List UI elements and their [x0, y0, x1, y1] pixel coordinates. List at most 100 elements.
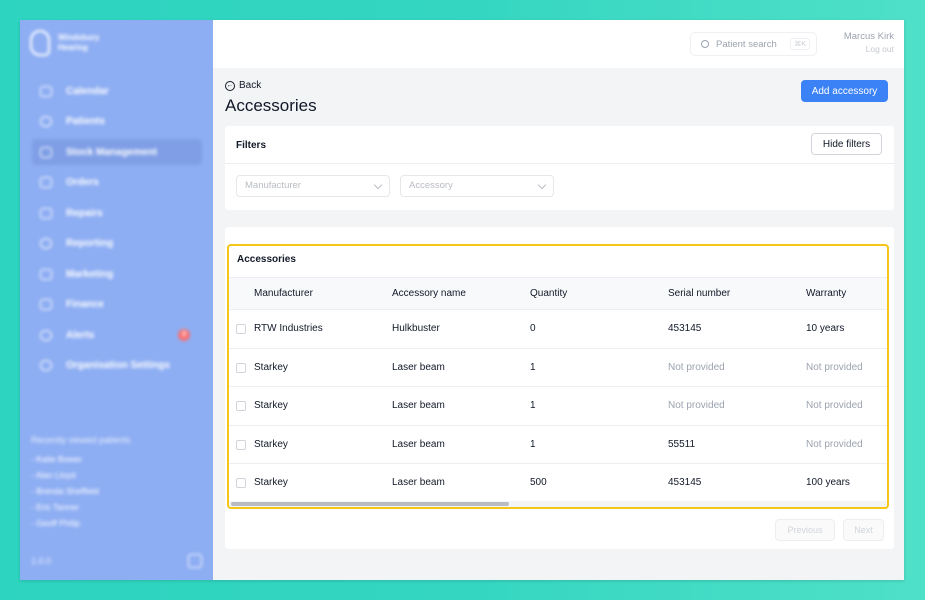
sidebar-item-calendar[interactable]: Calendar — [32, 78, 202, 104]
table-row[interactable]: RTW Industries Hulkbuster 0 453145 10 ye… — [229, 310, 887, 349]
search-placeholder: Patient search — [716, 38, 777, 50]
sidebar-item-stock-management[interactable]: Stock Management — [32, 139, 202, 165]
cell-manufacturer: RTW Industries — [254, 323, 323, 334]
column-header-accessory-name[interactable]: Accessory name — [392, 288, 466, 299]
cell-manufacturer: Starkey — [254, 438, 288, 450]
row-checkbox[interactable] — [236, 401, 246, 411]
gear-icon — [40, 360, 52, 371]
app-version: 1.0.0 — [31, 556, 52, 566]
add-accessory-button[interactable]: Add accessory — [801, 80, 888, 102]
scrollbar-thumb[interactable] — [231, 502, 509, 506]
logo[interactable]: Windsbury Hearing — [30, 30, 99, 56]
cell-warranty: Not provided — [806, 400, 863, 411]
clipboard-icon — [40, 146, 52, 158]
sidebar-item-label: Calendar — [66, 85, 109, 97]
sidebar-item-label: Finance — [66, 299, 104, 310]
cell-manufacturer: Starkey — [254, 361, 288, 373]
sidebar-item-label: Alerts — [66, 329, 95, 341]
cell-accessory-name: Laser beam — [392, 477, 445, 488]
recent-patient-link[interactable]: - Eric Tanner — [31, 502, 80, 512]
recent-patients-title: Recently viewed patients — [31, 435, 131, 445]
accessory-placeholder: Accessory — [409, 180, 453, 191]
table-row[interactable]: Starkey Laser beam 1 Not provided Not pr… — [229, 387, 887, 426]
row-checkbox[interactable] — [236, 324, 246, 334]
cell-quantity: 1 — [530, 361, 536, 373]
cell-serial-number: Not provided — [668, 361, 725, 373]
cell-warranty: 10 years — [806, 323, 845, 334]
next-page-button[interactable]: Next — [843, 519, 884, 541]
column-header-serial-number[interactable]: Serial number — [668, 288, 731, 299]
cell-manufacturer: Starkey — [254, 477, 288, 488]
user-menu: Marcus Kirk Log out — [844, 31, 894, 55]
ear-logo-icon — [30, 30, 50, 56]
column-header-warranty[interactable]: Warranty — [806, 288, 847, 299]
search-shortcut: ⌘K — [790, 38, 810, 50]
pie-chart-icon — [40, 238, 52, 249]
recent-patients: Recently viewed patients - Katie Bower -… — [31, 432, 131, 531]
hide-filters-button[interactable]: Hide filters — [811, 133, 882, 155]
cell-warranty: Not provided — [806, 438, 863, 450]
horizontal-scrollbar[interactable] — [229, 501, 887, 507]
cell-quantity: 1 — [530, 438, 536, 450]
cell-accessory-name: Laser beam — [392, 400, 445, 411]
chevron-down-icon — [537, 180, 547, 190]
back-link[interactable]: ← Back — [225, 80, 261, 91]
patient-search-input[interactable]: Patient search ⌘K — [690, 32, 817, 56]
cell-serial-number: 453145 — [668, 477, 702, 488]
credit-card-icon — [40, 299, 52, 310]
search-icon — [701, 40, 709, 48]
row-checkbox[interactable] — [236, 439, 246, 450]
sidebar-item-patients[interactable]: Patients — [32, 109, 202, 135]
manufacturer-placeholder: Manufacturer — [245, 180, 301, 191]
top-bar: Patient search ⌘K Marcus Kirk Log out — [213, 20, 904, 68]
logout-link[interactable]: Log out — [865, 44, 894, 54]
sidebar-item-label: Marketing — [66, 268, 114, 280]
accessories-table: Accessories Manufacturer Accessory name … — [227, 244, 889, 509]
row-checkbox[interactable] — [236, 478, 246, 488]
bell-icon — [40, 329, 52, 341]
page-title: Accessories — [225, 96, 317, 115]
table-row[interactable]: Starkey Laser beam 1 Not provided Not pr… — [229, 349, 887, 387]
recent-patient-link[interactable]: - Geoff Philip — [31, 518, 80, 528]
column-header-quantity[interactable]: Quantity — [530, 288, 568, 299]
sidebar-item-reporting[interactable]: Reporting — [32, 231, 202, 257]
chevron-down-icon — [373, 180, 383, 190]
sidebar-item-marketing[interactable]: Marketing — [32, 261, 202, 287]
alerts-badge: 3 — [178, 329, 190, 341]
cell-accessory-name: Laser beam — [392, 438, 445, 450]
cell-accessory-name: Laser beam — [392, 361, 445, 373]
manufacturer-select[interactable]: Manufacturer — [236, 175, 390, 197]
cell-quantity: 500 — [530, 477, 547, 488]
sidebar-nav: Calendar Patients Stock Management Order… — [32, 78, 202, 383]
column-header-manufacturer[interactable]: Manufacturer — [254, 288, 313, 299]
accessories-card: Accessories Manufacturer Accessory name … — [225, 227, 894, 549]
cell-quantity: 0 — [530, 323, 536, 334]
recent-patient-link[interactable]: - Alan Lloyd — [31, 470, 76, 480]
table-header: Manufacturer Accessory name Quantity Ser… — [229, 277, 887, 310]
patients-icon — [40, 116, 52, 127]
divider — [225, 163, 894, 164]
cell-serial-number: 453145 — [668, 323, 702, 334]
sidebar-item-organisation-settings[interactable]: Organisation Settings — [32, 353, 202, 379]
user-name: Marcus Kirk — [843, 31, 894, 42]
sidebar: Windsbury Hearing Calendar Patients Stoc… — [20, 20, 213, 580]
recent-patient-link[interactable]: - Brenda Sheffield — [31, 486, 99, 496]
sidebar-item-label: Repairs — [66, 207, 103, 219]
accessory-select[interactable]: Accessory — [400, 175, 554, 197]
cell-manufacturer: Starkey — [254, 400, 288, 411]
orders-icon — [40, 177, 52, 188]
sidebar-item-finance[interactable]: Finance — [32, 292, 202, 318]
cell-quantity: 1 — [530, 400, 536, 411]
sidebar-item-orders[interactable]: Orders — [32, 170, 202, 196]
sidebar-item-alerts[interactable]: Alerts 3 — [32, 322, 202, 348]
collapse-sidebar-icon[interactable] — [188, 554, 202, 568]
previous-page-button[interactable]: Previous — [775, 519, 835, 541]
table-row[interactable]: Starkey Laser beam 1 55511 Not provided — [229, 426, 887, 464]
sidebar-item-label: Reporting — [66, 238, 114, 249]
recent-patient-link[interactable]: - Katie Bower — [31, 454, 83, 464]
sidebar-item-label: Organisation Settings — [66, 360, 170, 371]
table-row[interactable]: Starkey Laser beam 500 453145 100 years — [229, 464, 887, 503]
cell-warranty: 100 years — [806, 477, 850, 488]
row-checkbox[interactable] — [236, 362, 246, 373]
sidebar-item-repairs[interactable]: Repairs — [32, 200, 202, 226]
